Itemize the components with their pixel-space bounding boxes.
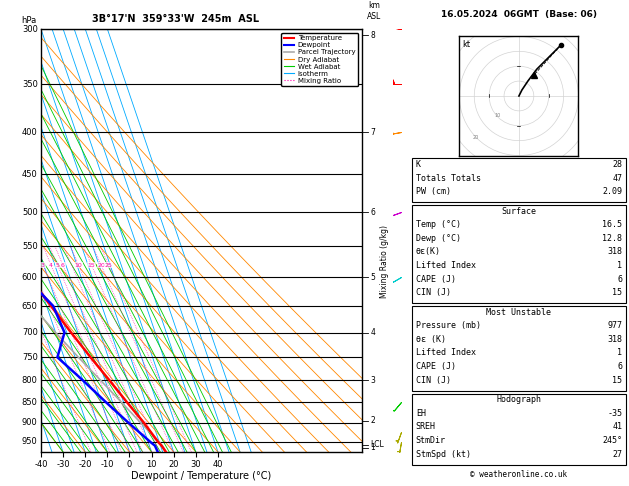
Text: 1: 1 xyxy=(617,348,622,358)
Text: 950: 950 xyxy=(22,437,38,447)
Text: Dewp (°C): Dewp (°C) xyxy=(416,234,461,243)
Text: 6: 6 xyxy=(617,362,622,371)
Text: 300: 300 xyxy=(22,25,38,34)
Text: 20: 20 xyxy=(97,263,105,268)
Text: 25: 25 xyxy=(105,263,113,268)
Text: 41: 41 xyxy=(612,422,622,432)
Text: θε(K): θε(K) xyxy=(416,247,441,257)
Text: © weatheronline.co.uk: © weatheronline.co.uk xyxy=(470,469,567,479)
Text: 600: 600 xyxy=(22,273,38,282)
Text: 6: 6 xyxy=(617,275,622,284)
Text: 1: 1 xyxy=(370,443,376,452)
Text: 450: 450 xyxy=(22,170,38,179)
Text: 650: 650 xyxy=(22,301,38,311)
Text: 550: 550 xyxy=(22,242,38,251)
Text: 2.09: 2.09 xyxy=(602,187,622,196)
Text: 15: 15 xyxy=(88,263,96,268)
Text: Mixing Ratio (g/kg): Mixing Ratio (g/kg) xyxy=(380,225,389,298)
Text: 245°: 245° xyxy=(602,436,622,445)
Text: CIN (J): CIN (J) xyxy=(416,288,451,297)
Text: θε (K): θε (K) xyxy=(416,335,446,344)
Text: 28: 28 xyxy=(612,160,622,169)
Text: 3: 3 xyxy=(41,263,45,268)
Text: Totals Totals: Totals Totals xyxy=(416,174,481,183)
Text: PW (cm): PW (cm) xyxy=(416,187,451,196)
Text: LCL: LCL xyxy=(370,440,384,450)
Text: 15: 15 xyxy=(612,288,622,297)
Text: 3: 3 xyxy=(370,376,376,385)
Text: Lifted Index: Lifted Index xyxy=(416,348,476,358)
Text: Hodograph: Hodograph xyxy=(496,395,542,404)
Text: 4: 4 xyxy=(370,328,376,337)
Text: 16.5: 16.5 xyxy=(602,220,622,229)
Text: 10: 10 xyxy=(75,263,82,268)
Text: CIN (J): CIN (J) xyxy=(416,376,451,385)
Text: kt: kt xyxy=(462,40,470,49)
Text: 700: 700 xyxy=(22,328,38,337)
Text: 3B°17'N  359°33'W  245m  ASL: 3B°17'N 359°33'W 245m ASL xyxy=(92,14,259,24)
Text: 900: 900 xyxy=(22,418,38,427)
Text: hPa: hPa xyxy=(21,16,37,25)
Text: EH: EH xyxy=(416,409,426,418)
Text: 8: 8 xyxy=(370,31,376,39)
Text: StmDir: StmDir xyxy=(416,436,446,445)
Text: Pressure (mb): Pressure (mb) xyxy=(416,321,481,330)
Text: 500: 500 xyxy=(22,208,38,217)
Text: 16.05.2024  06GMT  (Base: 06): 16.05.2024 06GMT (Base: 06) xyxy=(441,10,597,19)
Text: 5: 5 xyxy=(370,273,376,282)
Text: 7: 7 xyxy=(370,128,376,137)
Text: 47: 47 xyxy=(612,174,622,183)
Text: 27: 27 xyxy=(612,450,622,459)
Text: Temp (°C): Temp (°C) xyxy=(416,220,461,229)
Text: km
ASL: km ASL xyxy=(367,1,381,21)
Text: 15: 15 xyxy=(612,376,622,385)
Text: 400: 400 xyxy=(22,128,38,137)
Legend: Temperature, Dewpoint, Parcel Trajectory, Dry Adiabat, Wet Adiabat, Isotherm, Mi: Temperature, Dewpoint, Parcel Trajectory… xyxy=(281,33,358,87)
Text: 850: 850 xyxy=(22,398,38,407)
Text: 6: 6 xyxy=(61,263,65,268)
Text: 1: 1 xyxy=(617,261,622,270)
Text: CAPE (J): CAPE (J) xyxy=(416,275,456,284)
Text: SREH: SREH xyxy=(416,422,436,432)
Text: 350: 350 xyxy=(22,80,38,89)
Text: Most Unstable: Most Unstable xyxy=(486,308,552,317)
Text: 318: 318 xyxy=(607,247,622,257)
Text: 2: 2 xyxy=(370,416,376,425)
Text: CAPE (J): CAPE (J) xyxy=(416,362,456,371)
Text: 10: 10 xyxy=(494,113,501,119)
Text: 5: 5 xyxy=(55,263,60,268)
Text: 12.8: 12.8 xyxy=(602,234,622,243)
Text: StmSpd (kt): StmSpd (kt) xyxy=(416,450,470,459)
Text: 6: 6 xyxy=(370,208,376,217)
Text: 750: 750 xyxy=(22,353,38,362)
X-axis label: Dewpoint / Temperature (°C): Dewpoint / Temperature (°C) xyxy=(131,471,271,482)
Text: 4: 4 xyxy=(49,263,53,268)
Text: 20: 20 xyxy=(473,135,479,140)
Text: -35: -35 xyxy=(607,409,622,418)
Text: 800: 800 xyxy=(22,376,38,385)
Text: 977: 977 xyxy=(607,321,622,330)
Text: Lifted Index: Lifted Index xyxy=(416,261,476,270)
Text: Surface: Surface xyxy=(501,207,537,216)
Text: K: K xyxy=(416,160,421,169)
Text: 318: 318 xyxy=(607,335,622,344)
